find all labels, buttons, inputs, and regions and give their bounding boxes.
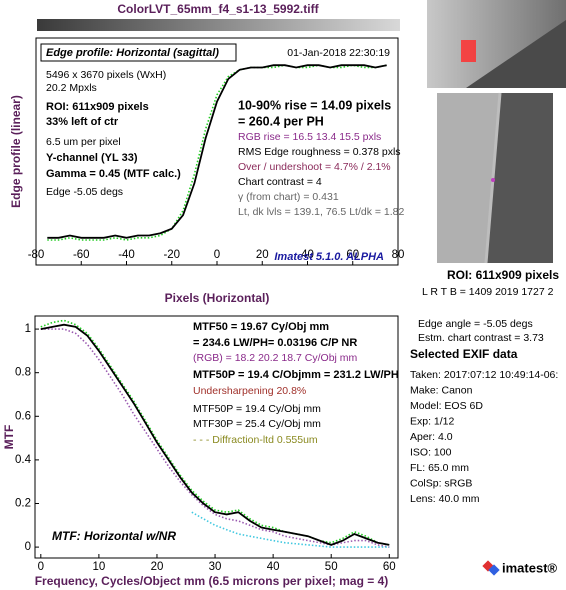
note: - - - Diffraction-ltd 0.555um bbox=[193, 434, 318, 446]
note: Over / undershoot = 4.7% / 2.1% bbox=[238, 161, 391, 173]
exif-item: Model: EOS 6D bbox=[410, 400, 483, 412]
note: MTF50P = 19.4 C/Objmm = 231.2 LW/PH bbox=[193, 369, 399, 381]
roi-center bbox=[491, 178, 495, 182]
exif-item: ISO: 100 bbox=[410, 446, 452, 458]
thumbnail-dark bbox=[466, 20, 566, 88]
x-tick-label: 10 bbox=[92, 561, 105, 573]
data-line bbox=[47, 64, 387, 239]
note: 5496 x 3670 pixels (WxH) bbox=[46, 69, 166, 81]
note: γ (from chart) = 0.431 bbox=[238, 191, 339, 203]
note: Undersharpening 20.8% bbox=[193, 385, 306, 397]
edge-angle: Edge angle = -5.05 degs bbox=[418, 318, 533, 330]
note: 33% left of ctr bbox=[46, 116, 119, 128]
exif-item: Aper: 4.0 bbox=[410, 431, 453, 443]
note: Lt, dk lvls = 139.1, 76.5 Lt/dk = 1.82 bbox=[238, 206, 405, 218]
roi-marker bbox=[461, 40, 476, 62]
note: Edge -5.05 degs bbox=[46, 186, 123, 198]
exif-item: FL: 65.0 mm bbox=[410, 462, 469, 474]
note: 6.5 um per pixel bbox=[46, 136, 121, 148]
roi-label: ROI: 611x909 pixels bbox=[447, 268, 559, 282]
file-title: ColorLVT_65mm_f4_s1-13_5992.tiff bbox=[117, 2, 319, 16]
lrtb: L R T B = 1409 2019 1727 2 bbox=[422, 286, 554, 298]
y-axis-label: MTF bbox=[2, 425, 16, 450]
note: MTF50 = 19.67 Cy/Obj mm bbox=[193, 321, 329, 333]
exif-item: ColSp: sRGB bbox=[410, 477, 472, 489]
y-tick-label: 0 bbox=[25, 541, 31, 553]
logo-icon bbox=[488, 564, 500, 576]
x-axis-label: Pixels (Horizontal) bbox=[165, 291, 270, 305]
exif-title: Selected EXIF data bbox=[410, 347, 518, 361]
note: RMS Edge roughness = 0.378 pxls bbox=[238, 146, 401, 158]
gradient-bar bbox=[37, 19, 400, 31]
chart-date: 01-Jan-2018 22:30:19 bbox=[287, 47, 390, 59]
plot-frame bbox=[34, 315, 399, 559]
note: (RGB) = 18.2 20.2 18.7 Cy/Obj mm bbox=[193, 352, 358, 364]
exif-item: Taken: 2017:07:12 10:49:14-06: bbox=[410, 369, 558, 381]
x-tick-label: 50 bbox=[325, 561, 338, 573]
x-tick-label: -60 bbox=[73, 249, 90, 261]
y-tick-label: 0.8 bbox=[15, 367, 31, 379]
exif-item: Lens: 40.0 mm bbox=[410, 493, 480, 505]
note: Y-channel (YL 33) bbox=[46, 152, 138, 164]
chart-title: MTF: Horizontal w/NR bbox=[52, 529, 176, 543]
y-tick-label: 0.2 bbox=[15, 498, 31, 510]
note: Chart contrast = 4 bbox=[238, 176, 322, 188]
exif-item: Exp: 1/12 bbox=[410, 415, 455, 427]
x-tick-label: -20 bbox=[163, 249, 180, 261]
note: ROI: 611x909 pixels bbox=[46, 101, 149, 113]
x-tick-label: 0 bbox=[38, 561, 44, 573]
chart-contrast: Estm. chart contrast = 3.73 bbox=[418, 332, 544, 344]
note: = 234.6 LW/PH= 0.03196 C/P NR bbox=[193, 337, 357, 349]
x-tick-label: 20 bbox=[151, 561, 164, 573]
x-tick-label: 30 bbox=[209, 561, 222, 573]
data-line bbox=[40, 323, 390, 546]
data-line bbox=[191, 511, 390, 548]
x-tick-label: 40 bbox=[267, 561, 280, 573]
x-tick-label: -80 bbox=[28, 249, 45, 261]
note: MTF30P = 25.4 Cy/Obj mm bbox=[193, 418, 321, 430]
logo: imatest® bbox=[502, 560, 558, 575]
y-tick-label: 0.6 bbox=[15, 410, 31, 422]
roi-dark bbox=[486, 93, 553, 263]
note: Gamma = 0.45 (MTF calc.) bbox=[46, 168, 181, 180]
note: 10-90% rise = 14.09 pixels bbox=[238, 98, 391, 112]
y-tick-label: 1 bbox=[25, 323, 31, 335]
title-box bbox=[40, 43, 237, 62]
note: RGB rise = 16.5 13.4 15.5 pxls bbox=[238, 131, 381, 143]
y-axis-label: Edge profile (linear) bbox=[9, 95, 23, 208]
x-tick-label: 20 bbox=[256, 249, 269, 261]
x-tick-label: 80 bbox=[392, 249, 405, 261]
x-axis-label: Frequency, Cycles/Object mm (6.5 microns… bbox=[35, 574, 389, 588]
x-tick-label: 60 bbox=[346, 249, 359, 261]
note: = 260.4 per PH bbox=[238, 114, 324, 128]
x-tick-label: 0 bbox=[214, 249, 220, 261]
note: MTF50P = 19.4 Cy/Obj mm bbox=[193, 403, 321, 415]
x-tick-label: 60 bbox=[383, 561, 396, 573]
data-line bbox=[40, 319, 390, 546]
exif-item: Make: Canon bbox=[410, 384, 473, 396]
note: 20.2 Mpxls bbox=[46, 82, 97, 94]
x-tick-label: -40 bbox=[118, 249, 135, 261]
x-tick-label: 40 bbox=[301, 249, 314, 261]
chart-title: Edge profile: Horizontal (sagittal) bbox=[46, 47, 219, 59]
y-tick-label: 0.4 bbox=[15, 454, 32, 466]
chart-footer: Imatest 5.1.0. ALPHA bbox=[274, 251, 384, 263]
